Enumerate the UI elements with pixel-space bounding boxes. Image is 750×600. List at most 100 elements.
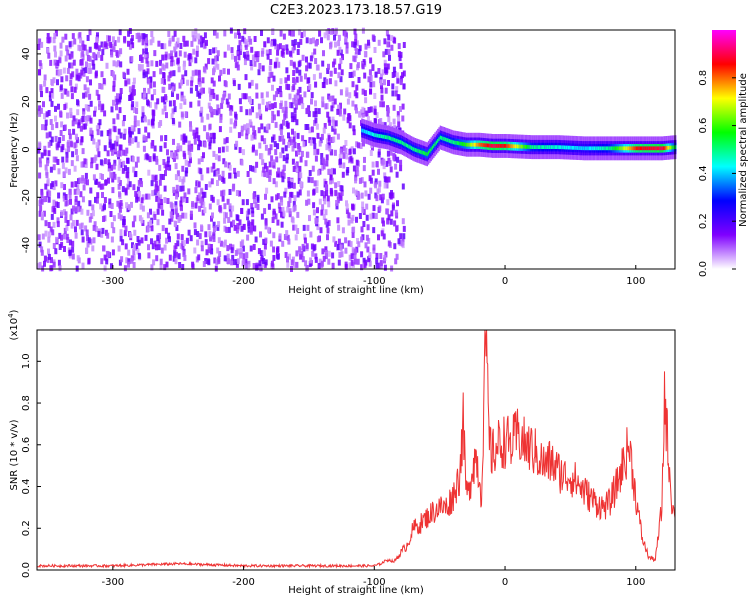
- heatmap-cell: [216, 224, 220, 231]
- heatmap-cell: [260, 257, 264, 264]
- heatmap-cell: [172, 59, 176, 66]
- heatmap-cell: [346, 167, 350, 173]
- heatmap-cell: [338, 63, 342, 70]
- heatmap-cell: [241, 199, 245, 206]
- heatmap-cell: [187, 160, 191, 167]
- heatmap-cell: [249, 226, 253, 233]
- heatmap-cell: [301, 135, 305, 142]
- heatmap-cell: [326, 138, 329, 145]
- heatmap-cell: [320, 209, 324, 216]
- heatmap-cell: [240, 208, 244, 214]
- heatmap-cell: [396, 156, 400, 163]
- heatmap-cell: [99, 203, 103, 210]
- heatmap-cell: [38, 142, 42, 149]
- heatmap-cell: [38, 157, 42, 164]
- heatmap-cell: [305, 56, 308, 63]
- heatmap-cell: [127, 30, 131, 37]
- heatmap-cell: [107, 251, 111, 258]
- heatmap-cell: [73, 165, 77, 172]
- heatmap-cell: [214, 47, 218, 53]
- heatmap-cell: [50, 88, 54, 95]
- heatmap-cell: [273, 102, 277, 109]
- heatmap-cell: [90, 213, 94, 219]
- heatmap-cell: [181, 244, 185, 251]
- signal-cell: [599, 146, 601, 151]
- heatmap-cell: [271, 110, 275, 117]
- signal-cell: [539, 145, 541, 149]
- heatmap-cell: [128, 86, 132, 93]
- heatmap-cell: [352, 165, 356, 172]
- heatmap-cell: [345, 153, 349, 160]
- signal-cell: [661, 146, 664, 151]
- heatmap-cell: [151, 36, 155, 43]
- heatmap-cell: [197, 181, 201, 188]
- heatmap-cell: [223, 203, 227, 210]
- heatmap-cell: [63, 104, 67, 110]
- heatmap-cell: [117, 245, 121, 252]
- heatmap-cell: [337, 224, 341, 231]
- heatmap-cell: [68, 129, 71, 135]
- signal-cell: [425, 151, 427, 156]
- heatmap-cell: [313, 143, 317, 150]
- heatmap-cell: [122, 149, 126, 156]
- heatmap-cell: [185, 197, 189, 203]
- heatmap-cell: [272, 94, 276, 101]
- heatmap-cell: [346, 98, 350, 105]
- heatmap-cell: [290, 102, 294, 109]
- heatmap-cell: [315, 218, 319, 225]
- heatmap-cell: [108, 141, 112, 148]
- heatmap-cell: [325, 250, 328, 257]
- heatmap-cell: [310, 92, 314, 99]
- heatmap-cell: [56, 59, 60, 66]
- heatmap-cell: [237, 45, 241, 52]
- heatmap-cell: [316, 132, 320, 139]
- signal-cell: [392, 137, 394, 142]
- heatmap-cell: [292, 224, 296, 231]
- heatmap-cell: [52, 221, 56, 228]
- heatmap-cell: [228, 164, 232, 171]
- heatmap-cell: [387, 240, 391, 247]
- heatmap-cell: [109, 211, 113, 217]
- signal-cell: [545, 145, 547, 149]
- signal-cell: [624, 146, 626, 151]
- heatmap-cell: [49, 166, 53, 173]
- heatmap-cell: [217, 155, 221, 162]
- heatmap-cell: [296, 89, 300, 96]
- heatmap-cell: [181, 196, 185, 203]
- heatmap-cell: [215, 32, 219, 39]
- heatmap-cell: [41, 211, 44, 218]
- heatmap-cell: [62, 192, 66, 199]
- heatmap-cell: [57, 259, 61, 266]
- heatmap-cell: [357, 241, 361, 248]
- heatmap-cell: [149, 208, 152, 215]
- heatmap-cell: [270, 40, 274, 47]
- heatmap-cell: [383, 264, 387, 271]
- heatmap-cell: [144, 37, 148, 44]
- heatmap-cell: [255, 112, 259, 119]
- heatmap-cell: [351, 214, 355, 221]
- heatmap-cell: [279, 30, 283, 37]
- heatmap-cell: [399, 62, 403, 69]
- heatmap-cell: [159, 59, 162, 66]
- signal-cell: [617, 146, 619, 151]
- heatmap-cell: [252, 192, 256, 199]
- signal-cell: [429, 149, 431, 153]
- heatmap-cell: [144, 34, 148, 40]
- signal-cell: [435, 140, 438, 145]
- heatmap-cell: [189, 125, 193, 132]
- heatmap-cell: [375, 263, 379, 270]
- heatmap-cell: [137, 179, 141, 186]
- heatmap-cell: [208, 143, 212, 150]
- spectrogram-cells: [37, 27, 677, 272]
- heatmap-cell: [376, 188, 380, 195]
- heatmap-cell: [225, 227, 229, 233]
- heatmap-cell: [254, 149, 258, 156]
- heatmap-cell: [218, 251, 222, 257]
- heatmap-cell: [388, 54, 391, 61]
- signal-cell: [416, 148, 418, 153]
- heatmap-cell: [401, 103, 405, 110]
- heatmap-cell: [117, 212, 121, 219]
- heatmap-cell: [123, 265, 127, 272]
- heatmap-cell: [372, 227, 376, 234]
- heatmap-cell: [70, 181, 74, 188]
